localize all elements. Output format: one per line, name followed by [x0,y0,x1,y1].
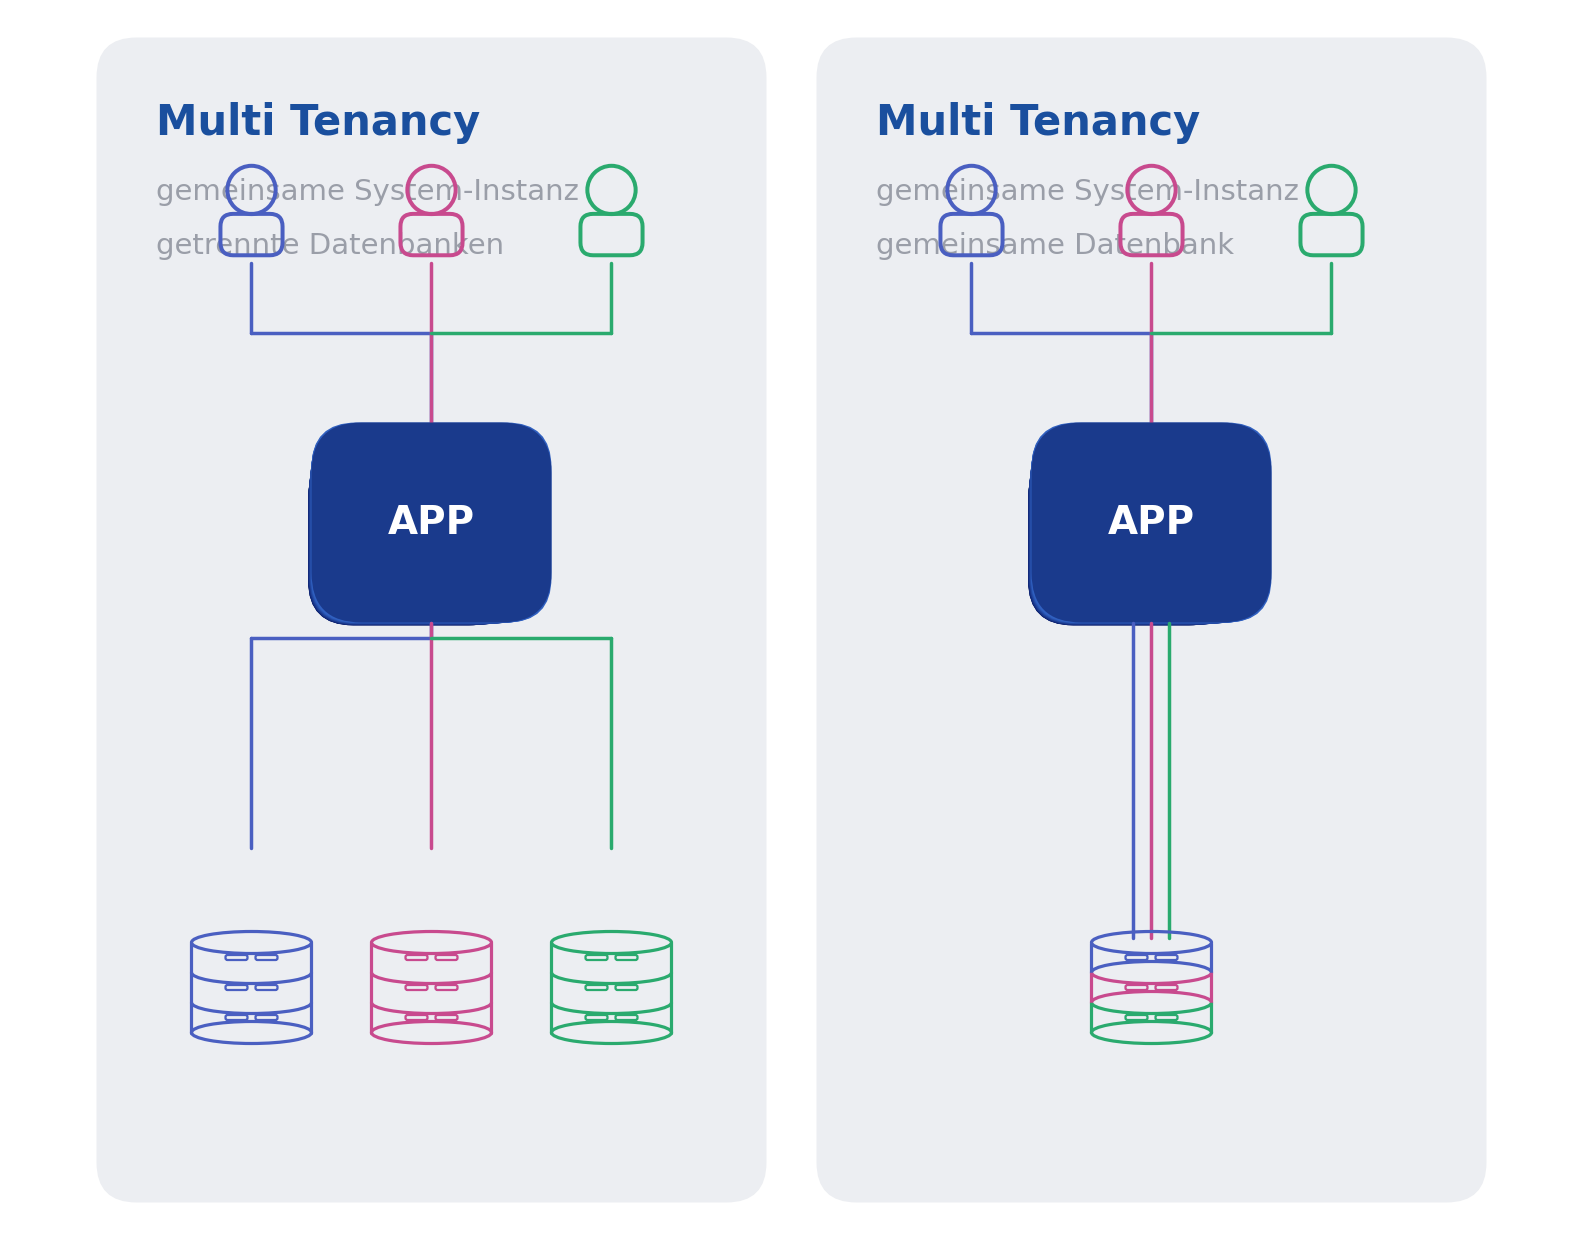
FancyBboxPatch shape [1029,440,1251,624]
FancyBboxPatch shape [312,423,551,622]
FancyBboxPatch shape [1029,444,1246,625]
FancyBboxPatch shape [309,445,524,625]
FancyBboxPatch shape [309,444,527,625]
FancyBboxPatch shape [309,453,516,625]
FancyBboxPatch shape [309,449,519,625]
FancyBboxPatch shape [309,446,522,625]
FancyBboxPatch shape [310,432,541,624]
FancyBboxPatch shape [310,439,532,624]
FancyBboxPatch shape [310,430,543,624]
Text: gemeinsame System-Instanz: gemeinsame System-Instanz [157,177,579,206]
FancyBboxPatch shape [97,37,766,1203]
Text: Multi Tenancy: Multi Tenancy [877,103,1201,145]
FancyBboxPatch shape [1031,438,1254,624]
FancyBboxPatch shape [1032,423,1271,622]
FancyBboxPatch shape [1027,454,1235,625]
FancyBboxPatch shape [310,434,537,624]
FancyBboxPatch shape [1031,428,1265,622]
Text: gemeinsame System-Instanz: gemeinsame System-Instanz [877,177,1300,206]
FancyBboxPatch shape [310,433,540,624]
FancyBboxPatch shape [1029,450,1238,625]
FancyBboxPatch shape [1031,436,1254,624]
FancyBboxPatch shape [309,454,514,625]
FancyBboxPatch shape [1027,454,1233,625]
Text: getrennte Datenbanken: getrennte Datenbanken [157,233,505,260]
FancyBboxPatch shape [312,424,549,622]
FancyBboxPatch shape [310,427,546,622]
Text: APP: APP [388,503,475,542]
FancyBboxPatch shape [1029,445,1244,625]
FancyBboxPatch shape [312,424,551,622]
FancyBboxPatch shape [1029,449,1239,625]
FancyBboxPatch shape [309,441,529,624]
FancyBboxPatch shape [310,436,535,624]
FancyBboxPatch shape [309,443,527,624]
FancyBboxPatch shape [1031,429,1263,622]
FancyBboxPatch shape [1031,432,1262,624]
FancyBboxPatch shape [312,425,548,622]
FancyBboxPatch shape [1029,446,1243,625]
FancyBboxPatch shape [1031,433,1260,624]
FancyBboxPatch shape [309,454,513,625]
Text: Multi Tenancy: Multi Tenancy [157,103,481,145]
FancyBboxPatch shape [1029,448,1241,625]
FancyBboxPatch shape [310,428,545,622]
FancyBboxPatch shape [310,434,538,624]
FancyBboxPatch shape [1029,443,1247,624]
FancyBboxPatch shape [1031,435,1255,624]
Text: APP: APP [1108,503,1195,542]
FancyBboxPatch shape [309,444,526,625]
FancyBboxPatch shape [1031,430,1262,624]
FancyBboxPatch shape [1031,434,1257,624]
Text: gemeinsame Datenbank: gemeinsame Datenbank [877,233,1235,260]
FancyBboxPatch shape [309,450,519,625]
FancyBboxPatch shape [1029,441,1249,624]
FancyBboxPatch shape [1031,427,1266,622]
FancyBboxPatch shape [310,429,543,622]
FancyBboxPatch shape [1029,439,1252,624]
FancyBboxPatch shape [312,423,551,622]
FancyBboxPatch shape [817,37,1486,1203]
FancyBboxPatch shape [1031,424,1270,622]
FancyBboxPatch shape [309,448,521,625]
FancyBboxPatch shape [1029,453,1236,625]
FancyBboxPatch shape [1031,434,1258,624]
FancyBboxPatch shape [310,435,535,624]
FancyBboxPatch shape [1029,444,1246,625]
FancyBboxPatch shape [1032,423,1271,622]
FancyBboxPatch shape [309,451,518,625]
FancyBboxPatch shape [1029,451,1238,625]
FancyBboxPatch shape [1031,425,1268,622]
FancyBboxPatch shape [1032,424,1270,622]
FancyBboxPatch shape [310,438,533,624]
FancyBboxPatch shape [310,440,530,624]
